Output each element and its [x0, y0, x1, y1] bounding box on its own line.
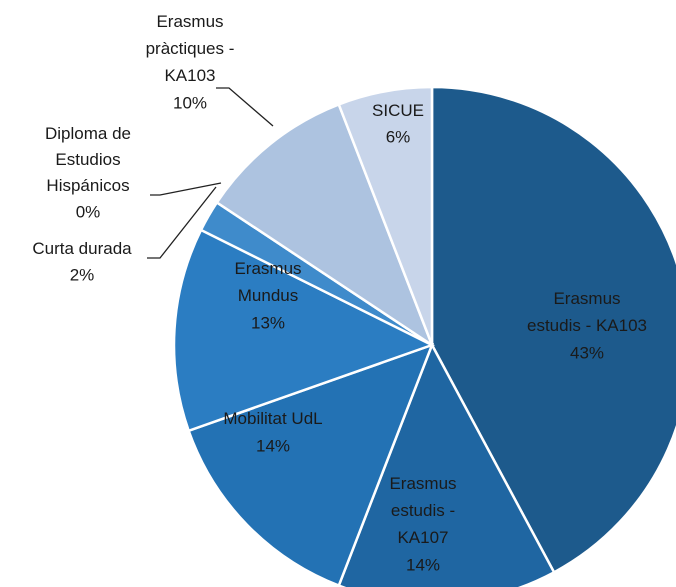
slice-label: Erasmus Mundus [234, 259, 301, 305]
leader-line [147, 186, 217, 259]
slice-label: Erasmus pràctiques - KA103 [146, 12, 235, 85]
value-label: 0% [76, 202, 101, 221]
label-line: Erasmus [234, 259, 301, 278]
value-label: 6% [386, 127, 411, 146]
pie-slice [187, 342, 435, 587]
label-line: KA103 [164, 66, 215, 85]
label-line: KA107 [397, 528, 448, 547]
leader-line [150, 182, 222, 196]
value-label: 43% [570, 343, 604, 362]
pie-slice [172, 228, 436, 433]
label-line: pràctiques - [146, 39, 235, 58]
label-line: Erasmus [389, 474, 456, 493]
pie-slice [337, 85, 434, 346]
label-line: SICUE [372, 101, 424, 120]
label-line: Hispánicos [46, 176, 129, 195]
label-line: estudis - [391, 501, 455, 520]
slice-label: Mobilitat UdL [223, 409, 322, 428]
label-line: Mundus [238, 286, 298, 305]
slice-label: Erasmus estudis - KA103 [527, 289, 647, 335]
slice-label: Diploma de Estudios Hispánicos [45, 124, 131, 195]
pie-slice [337, 342, 556, 587]
leader-line [216, 87, 274, 127]
value-label: 14% [256, 436, 290, 455]
slice-label: Curta durada [32, 239, 132, 258]
pie [172, 85, 676, 587]
pie-slice [430, 85, 676, 574]
labels: Erasmus estudis - KA103 43% Erasmus estudis … [32, 12, 647, 574]
value-label: 13% [251, 313, 285, 332]
value-label: 10% [173, 93, 207, 112]
slice-label: Erasmus estudis - KA107 [389, 474, 456, 547]
label-line: Curta durada [32, 239, 132, 258]
value-label: 14% [406, 555, 440, 574]
pie-slice [215, 102, 435, 349]
label-line: Mobilitat UdL [223, 409, 322, 428]
value-label: 2% [70, 265, 95, 284]
label-line: Estudios [55, 150, 120, 169]
label-line: Erasmus [156, 12, 223, 31]
label-line: Diploma de [45, 124, 131, 143]
label-line: estudis - KA103 [527, 316, 647, 335]
label-line: Erasmus [553, 289, 620, 308]
slice-label: SICUE [372, 101, 424, 120]
